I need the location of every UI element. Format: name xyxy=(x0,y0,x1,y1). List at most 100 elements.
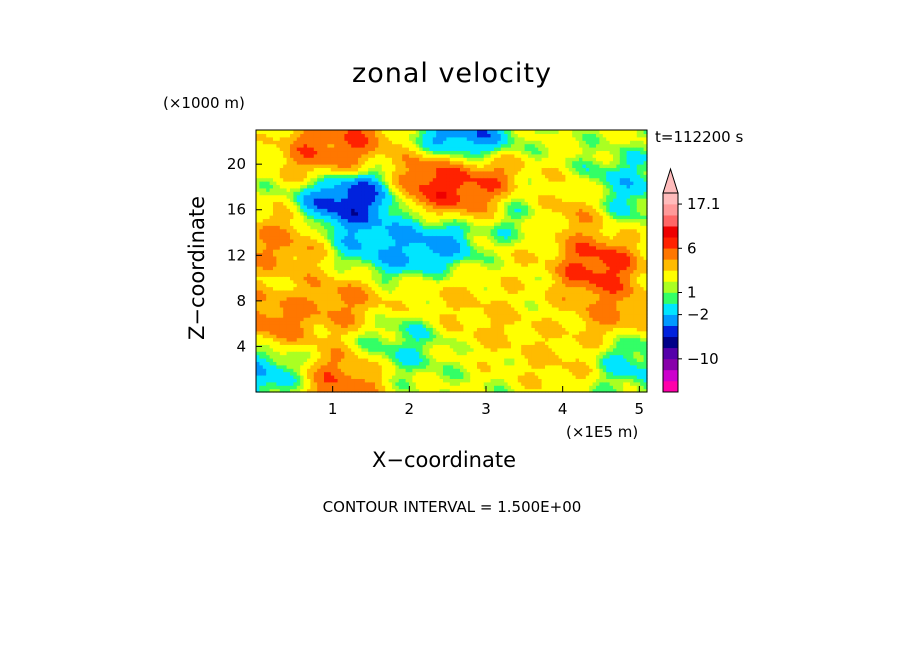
field-cell xyxy=(470,170,475,175)
field-cell xyxy=(256,262,260,267)
field-cell xyxy=(290,228,294,233)
field-cell xyxy=(473,323,478,328)
field-cell xyxy=(358,198,362,203)
field-cell xyxy=(273,147,277,152)
field-cell xyxy=(446,191,451,196)
field-cell xyxy=(300,310,305,315)
field-cell xyxy=(412,232,417,237)
field-cell xyxy=(262,255,267,260)
field-cell xyxy=(327,153,332,158)
field-cell xyxy=(473,266,478,271)
field-cell xyxy=(313,191,318,196)
field-cell xyxy=(347,208,352,213)
field-cell xyxy=(473,388,478,393)
field-cell xyxy=(273,167,277,172)
field-cell xyxy=(443,272,447,277)
field-cell xyxy=(296,150,301,155)
field-cell xyxy=(368,313,373,318)
field-cell xyxy=(381,133,386,138)
field-cell xyxy=(351,347,356,352)
field-cell xyxy=(296,249,301,254)
field-cell xyxy=(266,204,271,209)
field-cell xyxy=(327,340,332,345)
field-cell xyxy=(473,364,478,369)
field-cell xyxy=(388,357,393,362)
field-cell xyxy=(375,272,379,277)
field-cell xyxy=(361,140,366,145)
field-cell xyxy=(364,153,369,158)
field-cell xyxy=(443,296,447,301)
field-cell xyxy=(337,228,342,233)
field-cell xyxy=(378,167,383,172)
field-cell xyxy=(273,374,277,379)
field-cell xyxy=(324,235,328,240)
field-cell xyxy=(273,140,277,145)
field-cell xyxy=(266,279,271,284)
field-cell xyxy=(317,276,322,281)
field-cell xyxy=(432,160,437,165)
field-cell xyxy=(456,300,461,305)
field-cell xyxy=(368,388,373,393)
field-cell xyxy=(290,388,294,393)
field-cell xyxy=(395,174,400,179)
field-cell xyxy=(341,300,345,305)
field-cell xyxy=(412,300,417,305)
field-cell xyxy=(375,330,379,335)
field-cell xyxy=(456,378,461,383)
field-cell xyxy=(388,368,393,373)
field-cell xyxy=(398,293,403,298)
field-cell xyxy=(313,276,318,281)
field-cell xyxy=(375,255,379,260)
field-cell xyxy=(470,153,475,158)
field-cell xyxy=(415,323,420,328)
x-axis-label: X−coordinate xyxy=(372,448,516,472)
field-cell xyxy=(330,320,335,325)
field-cell xyxy=(279,313,284,318)
field-cell xyxy=(466,174,471,179)
field-cell xyxy=(259,191,264,196)
field-cell xyxy=(443,252,447,257)
field-cell xyxy=(320,286,325,291)
field-cell xyxy=(286,388,291,393)
field-cell xyxy=(388,303,393,308)
field-cell xyxy=(456,293,461,298)
field-cell xyxy=(460,160,464,165)
field-cell xyxy=(364,136,369,141)
field-cell xyxy=(443,177,447,182)
field-cell xyxy=(307,300,311,305)
field-cell xyxy=(375,167,379,172)
field-cell xyxy=(293,283,298,288)
field-cell xyxy=(449,136,454,141)
field-cell xyxy=(378,374,383,379)
field-cell xyxy=(334,187,339,192)
field-cell xyxy=(354,238,359,243)
field-cell xyxy=(378,232,383,237)
field-cell xyxy=(341,140,345,145)
field-cell xyxy=(358,147,362,152)
field-cell xyxy=(347,221,352,226)
field-cell xyxy=(317,351,322,356)
field-cell xyxy=(415,259,420,264)
field-cell xyxy=(283,143,288,148)
field-cell xyxy=(453,276,458,281)
field-cell xyxy=(266,184,271,189)
field-cell xyxy=(415,204,420,209)
field-cell xyxy=(446,269,451,274)
field-cell xyxy=(415,330,420,335)
field-cell xyxy=(422,364,427,369)
field-cell xyxy=(426,385,430,390)
field-cell xyxy=(405,317,410,322)
field-cell xyxy=(412,381,417,386)
field-cell xyxy=(456,317,461,322)
field-cell xyxy=(283,317,288,322)
field-cell xyxy=(330,232,335,237)
field-cell xyxy=(436,320,441,325)
field-cell xyxy=(432,347,437,352)
field-cell xyxy=(368,323,373,328)
field-cell xyxy=(368,310,373,315)
field-cell xyxy=(378,296,383,301)
field-cell xyxy=(290,211,294,216)
field-cell xyxy=(422,130,427,134)
field-cell xyxy=(460,130,464,134)
field-cell xyxy=(259,303,264,308)
